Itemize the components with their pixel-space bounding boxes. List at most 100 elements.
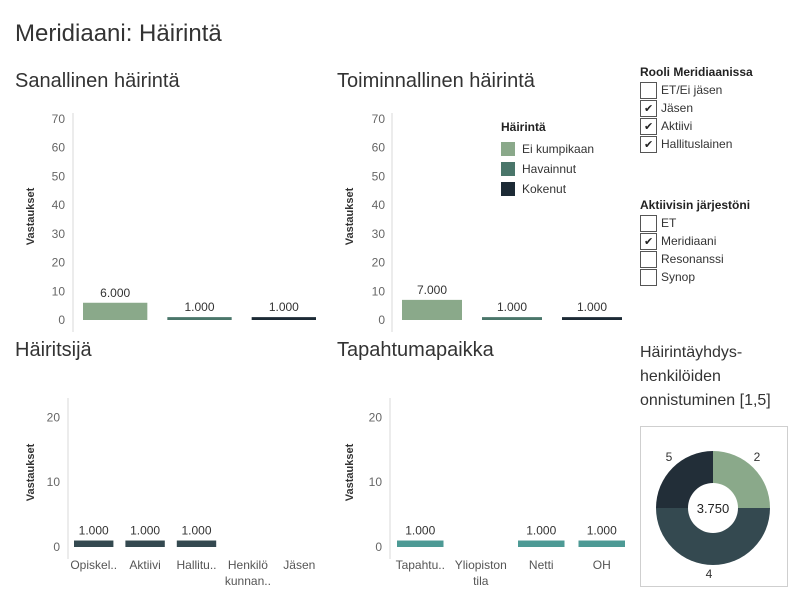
bar[interactable] bbox=[176, 540, 217, 547]
legend-item-kokenut[interactable]: Kokenut bbox=[501, 179, 594, 199]
checkbox[interactable] bbox=[640, 250, 657, 268]
x-tick-label: Yliopiston bbox=[455, 558, 507, 572]
bar[interactable] bbox=[518, 540, 565, 547]
bar[interactable] bbox=[402, 299, 462, 320]
y-tick-label: 0 bbox=[53, 540, 60, 554]
legend-label: Havainnut bbox=[522, 162, 577, 176]
pie-title-line: henkilöiden bbox=[640, 368, 721, 385]
role-filter: Rooli Meridiaanissa ET/Ei jäsen Jäsen Ak… bbox=[640, 65, 753, 153]
bar[interactable] bbox=[578, 540, 626, 547]
bar-data-label: 6.000 bbox=[100, 286, 130, 300]
y-tick-label: 10 bbox=[372, 284, 386, 298]
legend-item-havainnut[interactable]: Havainnut bbox=[501, 159, 594, 179]
dashboard-title: Meridiaani: Häirintä bbox=[15, 20, 222, 47]
bar[interactable] bbox=[482, 317, 542, 320]
org-filter-option-meridiaani[interactable]: Meridiaani bbox=[640, 232, 750, 250]
y-tick-label: 70 bbox=[372, 112, 386, 126]
y-tick-label: 20 bbox=[372, 256, 386, 270]
legend-swatch bbox=[501, 162, 515, 176]
pie-title-line: onnistuminen [1,5] bbox=[640, 392, 771, 409]
location-chart[interactable]: Vastaukset 0 10 20 1.000 Tapahtu.. Yliopiston t… bbox=[322, 380, 632, 595]
y-tick-label: 60 bbox=[52, 141, 66, 155]
bar[interactable] bbox=[251, 317, 316, 320]
location-chart-title: Tapahtumapaikka bbox=[337, 339, 494, 361]
filter-option-label: ET bbox=[661, 216, 677, 230]
x-tick-label: Aktiivi bbox=[129, 558, 160, 572]
filter-option-label: Meridiaani bbox=[661, 234, 717, 248]
contact-success-pie-chart[interactable]: 3.750 2 4 5 bbox=[641, 427, 787, 586]
y-tick-label: 20 bbox=[47, 410, 61, 424]
bar[interactable] bbox=[83, 302, 148, 320]
pie-title-line: Häirintäyhdys- bbox=[640, 344, 743, 361]
checkbox[interactable] bbox=[640, 99, 657, 117]
legend-label: Ei kumpikaan bbox=[522, 142, 595, 156]
bar-data-label: 1.000 bbox=[79, 524, 109, 538]
x-tick-label: tila bbox=[473, 574, 489, 588]
org-filter-option-resonanssi[interactable]: Resonanssi bbox=[640, 250, 750, 268]
functional-harassment-chart[interactable]: Vastaukset 0 10 20 30 40 50 60 70 7.000 1.000 1.000 bbox=[322, 96, 632, 336]
y-axis-label: Vastaukset bbox=[344, 443, 356, 501]
bar[interactable] bbox=[74, 540, 114, 547]
pie-chart-panel: 3.750 2 4 5 bbox=[640, 426, 788, 587]
bar[interactable] bbox=[397, 540, 444, 547]
bar-data-label: 1.000 bbox=[269, 300, 299, 314]
y-axis-label: Vastaukset bbox=[344, 187, 356, 245]
bar-data-label: 7.000 bbox=[417, 283, 447, 297]
bar-data-label: 1.000 bbox=[405, 524, 435, 538]
pie-slice-label: 5 bbox=[666, 450, 673, 464]
y-tick-label: 40 bbox=[52, 198, 66, 212]
x-tick-label: Netti bbox=[529, 558, 554, 572]
x-tick-label: Opiskel.. bbox=[70, 558, 117, 572]
pie-slice[interactable] bbox=[656, 508, 770, 565]
legend-title: Häirintä bbox=[501, 120, 546, 134]
org-filter-option-et[interactable]: ET bbox=[640, 214, 750, 232]
bar[interactable] bbox=[125, 540, 165, 547]
y-tick-label: 20 bbox=[52, 256, 66, 270]
role-filter-title: Rooli Meridiaanissa bbox=[640, 65, 753, 79]
checkbox[interactable] bbox=[640, 214, 657, 232]
filter-option-label: ET/Ei jäsen bbox=[661, 83, 723, 97]
role-filter-option-et-ei-jasen[interactable]: ET/Ei jäsen bbox=[640, 81, 753, 99]
bar[interactable] bbox=[562, 317, 622, 320]
legend-swatch bbox=[501, 142, 515, 156]
role-filter-option-jasen[interactable]: Jäsen bbox=[640, 99, 753, 117]
harassment-legend: Häirintä Ei kumpikaan Havainnut Kokenut bbox=[501, 120, 594, 199]
legend-item-ei-kumpikaan[interactable]: Ei kumpikaan bbox=[501, 139, 594, 159]
bar-data-label: 1.000 bbox=[130, 524, 160, 538]
org-filter-option-synop[interactable]: Synop bbox=[640, 268, 750, 286]
y-tick-label: 30 bbox=[52, 227, 66, 241]
bar[interactable] bbox=[167, 317, 232, 320]
checkbox[interactable] bbox=[640, 135, 657, 153]
pie-chart-title: Häirintäyhdys- henkilöiden onnistuminen … bbox=[640, 341, 795, 413]
y-tick-label: 10 bbox=[369, 475, 383, 489]
legend-swatch bbox=[501, 182, 515, 196]
bar-data-label: 1.000 bbox=[526, 524, 556, 538]
y-tick-label: 50 bbox=[372, 169, 386, 183]
verbal-harassment-chart[interactable]: Vastaukset 0 10 20 30 40 50 60 70 6.000 1.000 1.000 bbox=[0, 96, 325, 336]
y-tick-label: 70 bbox=[52, 112, 66, 126]
x-tick-label: kunnan.. bbox=[225, 574, 271, 588]
bar-data-label: 1.000 bbox=[181, 524, 211, 538]
y-tick-label: 60 bbox=[372, 141, 386, 155]
checkbox[interactable] bbox=[640, 268, 657, 286]
y-tick-label: 10 bbox=[52, 284, 66, 298]
filter-option-label: Jäsen bbox=[661, 101, 694, 115]
pie-slice-label: 4 bbox=[706, 567, 713, 581]
checkbox[interactable] bbox=[640, 232, 657, 250]
checkbox[interactable] bbox=[640, 81, 657, 99]
y-tick-label: 20 bbox=[369, 410, 383, 424]
harasser-chart-title: Häiritsijä bbox=[15, 339, 92, 361]
filter-option-label: Synop bbox=[661, 270, 696, 284]
bar-data-label: 1.000 bbox=[184, 300, 214, 314]
filter-option-label: Aktiivi bbox=[661, 119, 693, 133]
y-tick-label: 30 bbox=[372, 227, 386, 241]
role-filter-option-aktiivi[interactable]: Aktiivi bbox=[640, 117, 753, 135]
legend-label: Kokenut bbox=[522, 182, 567, 196]
y-axis-label: Vastaukset bbox=[25, 443, 37, 501]
x-tick-label: OH bbox=[593, 558, 611, 572]
harasser-chart[interactable]: Vastaukset 0 10 20 1.000 Opiskel.. 1.000 Aktiiv… bbox=[0, 380, 325, 595]
y-tick-label: 40 bbox=[372, 198, 386, 212]
organization-filter: Aktiivisin järjestöni ET Meridiaani Reso… bbox=[640, 198, 750, 286]
role-filter-option-hallituslainen[interactable]: Hallituslainen bbox=[640, 135, 753, 153]
checkbox[interactable] bbox=[640, 117, 657, 135]
